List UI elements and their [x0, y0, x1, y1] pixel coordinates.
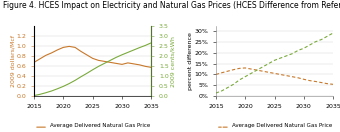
Text: Figure 4. HCES Impact on Electricity and Natural Gas Prices (HCES Difference fro: Figure 4. HCES Impact on Electricity and… — [3, 1, 340, 10]
Text: Average Delivered Natural Gas Price: Average Delivered Natural Gas Price — [50, 123, 151, 128]
Y-axis label: percent difference: percent difference — [188, 32, 193, 90]
Y-axis label: 2009 cents/kWh: 2009 cents/kWh — [170, 36, 175, 87]
Y-axis label: 2009 dollars/Mcf: 2009 dollars/Mcf — [10, 35, 15, 87]
Text: Average Delivered Natural Gas Price: Average Delivered Natural Gas Price — [232, 123, 333, 128]
